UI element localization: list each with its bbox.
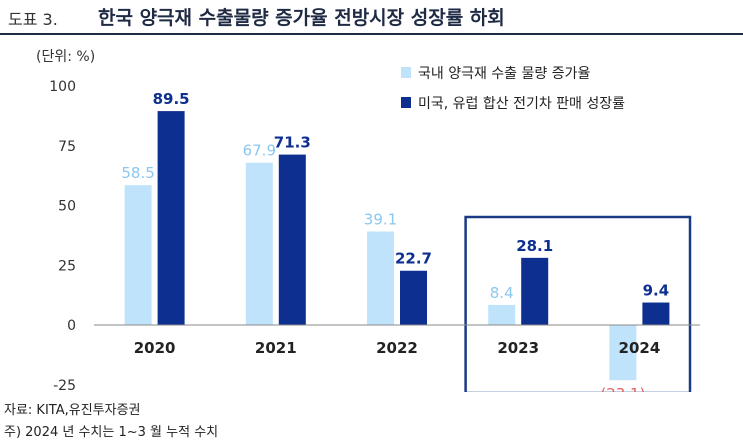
y-tick-label: 0	[67, 318, 76, 334]
y-tick-label: 50	[58, 199, 76, 215]
y-tick-label: 100	[49, 79, 76, 95]
data-label: 8.4	[490, 284, 514, 302]
data-label: 58.5	[121, 164, 154, 182]
figure-header: 도표 3. 한국 양극재 수출물량 증가율 전방시장 성장률 하회	[0, 0, 743, 35]
x-tick-label: 2021	[255, 339, 297, 357]
y-tick-label: 25	[58, 258, 76, 274]
bar-ev-sales-growth	[521, 257, 549, 325]
highlight-box	[464, 215, 692, 392]
data-label: 67.9	[243, 142, 276, 160]
data-label: (23.1)	[600, 385, 645, 392]
legend-swatch	[401, 67, 411, 78]
data-label: 39.1	[364, 211, 397, 229]
bar-export-growth	[124, 185, 152, 325]
bar-chart: (단위: %) 100 75 50 25 0 -25 58.5 89.5 67.971.3 39.1…	[36, 49, 700, 392]
x-tick-label: 2020	[134, 339, 176, 357]
footnote: 주) 2024 년 수치는 1~3 월 누적 수치	[4, 425, 219, 440]
bar-ev-sales-growth	[400, 270, 427, 325]
bar-export-growth	[609, 325, 637, 381]
header-rule	[0, 33, 743, 35]
unit-label: (단위: %)	[36, 49, 95, 65]
bar-ev-sales-growth	[157, 111, 185, 325]
bar-export-growth	[488, 304, 516, 325]
legend-label: 미국, 유럽 합산 전기차 판매 성장률	[418, 96, 625, 112]
x-tick-label: 2024	[619, 339, 661, 357]
legend-swatch	[401, 97, 411, 108]
figure-title: 한국 양극재 수출물량 증가율 전방시장 성장률 하회	[98, 7, 505, 29]
bar-ev-sales-growth	[278, 154, 306, 325]
figure-label: 도표 3.	[8, 10, 58, 29]
data-label: 71.3	[274, 134, 311, 152]
data-label: 22.7	[395, 250, 432, 268]
bar-export-growth	[245, 162, 273, 325]
y-tick-label: -25	[53, 378, 76, 392]
data-label: 28.1	[516, 237, 553, 255]
legend-label: 국내 양극재 수출 물량 증가율	[418, 66, 590, 82]
bar-ev-sales-growth	[642, 302, 670, 325]
data-label: 9.4	[643, 282, 670, 300]
x-tick-label: 2022	[376, 339, 418, 357]
bar-export-growth	[367, 231, 394, 325]
y-tick-label: 75	[58, 139, 76, 155]
data-label: 89.5	[153, 90, 190, 108]
source-note: 자료: KITA,유진투자증권	[4, 403, 141, 418]
x-tick-label: 2023	[497, 339, 539, 357]
